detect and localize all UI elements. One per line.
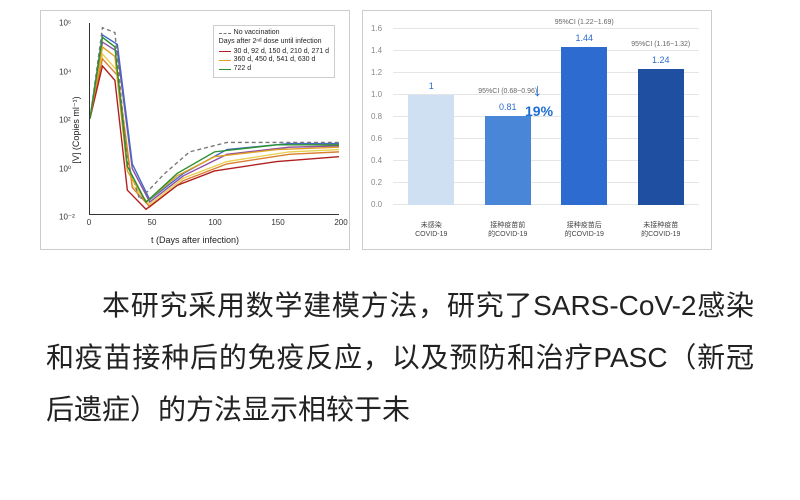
bc-gridline: 1.6: [393, 28, 699, 29]
bc-bar-3: 1.2495%CI (1.16~1.32)未接种疫苗的COVID-19: [638, 69, 684, 205]
article-body: 本研究采用数学建模方法，研究了SARS-CoV-2感染和疫苗接种后的免疫反应，以…: [0, 250, 800, 435]
bc-bar-label: 未感染COVID-19: [404, 222, 458, 239]
bc-bar-ci: 95%CI (1.22~1.69): [549, 19, 619, 26]
lc-ylabel: [V] (Copies ml⁻¹): [71, 96, 82, 163]
bc-bar-1: 0.8195%CI (0.68~0.96)接种疫苗前的COVID-19: [485, 116, 531, 205]
bc-bar-value: 1.44: [561, 33, 607, 43]
lc-xtick: 150: [271, 218, 284, 227]
lc-legend-2: 360 d, 450 d, 541 d, 630 d: [234, 56, 316, 65]
bc-bar-ci: 95%CI (1.16~1.32): [626, 41, 696, 48]
bc-bar-0: 1未感染COVID-19: [408, 95, 454, 205]
lc-ytick: 10⁻²: [59, 213, 75, 222]
bc-plot-area: 0.00.20.40.60.81.01.21.41.6 1未感染COVID-19…: [393, 31, 699, 205]
bc-bar-value: 0.81: [485, 102, 531, 112]
lc-legend: No vaccination Days after 2ⁿᵈ dose until…: [213, 25, 335, 78]
bc-bar-label: 未接种疫苗的COVID-19: [634, 222, 688, 239]
lc-ytick: 10²: [59, 116, 71, 125]
lc-ytick: 10⁴: [59, 67, 71, 76]
bc-bar-value: 1.24: [638, 55, 684, 65]
lc-xtick: 100: [208, 218, 221, 227]
bc-bar-2: 1.4495%CI (1.22~1.69)接种疫苗后的COVID-19: [561, 47, 607, 205]
lc-ytick: 10⁰: [59, 164, 71, 173]
lc-xtick: 0: [87, 218, 91, 227]
article-paragraph: 本研究采用数学建模方法，研究了SARS-CoV-2感染和疫苗接种后的免疫反应，以…: [46, 280, 754, 435]
viral-load-line-chart: [V] (Copies ml⁻¹) t (Days after infectio…: [40, 10, 350, 250]
lc-legend-novacc: No vaccination: [234, 29, 280, 38]
lc-legend-1: 30 d, 92 d, 150 d, 210 d, 271 d: [234, 48, 329, 57]
lc-ytick: 10⁶: [59, 19, 71, 28]
percent-reduction: 19%: [525, 103, 553, 119]
risk-bar-chart: 0.00.20.40.60.81.01.21.41.6 1未感染COVID-19…: [362, 10, 712, 250]
bc-bar-value: 1: [408, 81, 454, 91]
lc-legend-title: Days after 2ⁿᵈ dose until infection: [219, 38, 329, 47]
lc-legend-3: 722 d: [234, 65, 252, 74]
bc-bar-label: 接种疫苗后的COVID-19: [557, 222, 611, 239]
lc-xtick: 200: [334, 218, 347, 227]
lc-xlabel: t (Days after infection): [41, 235, 349, 245]
bc-bar-label: 接种疫苗前的COVID-19: [481, 222, 535, 239]
down-arrow-icon: ↓: [533, 80, 542, 101]
lc-xtick: 50: [148, 218, 157, 227]
